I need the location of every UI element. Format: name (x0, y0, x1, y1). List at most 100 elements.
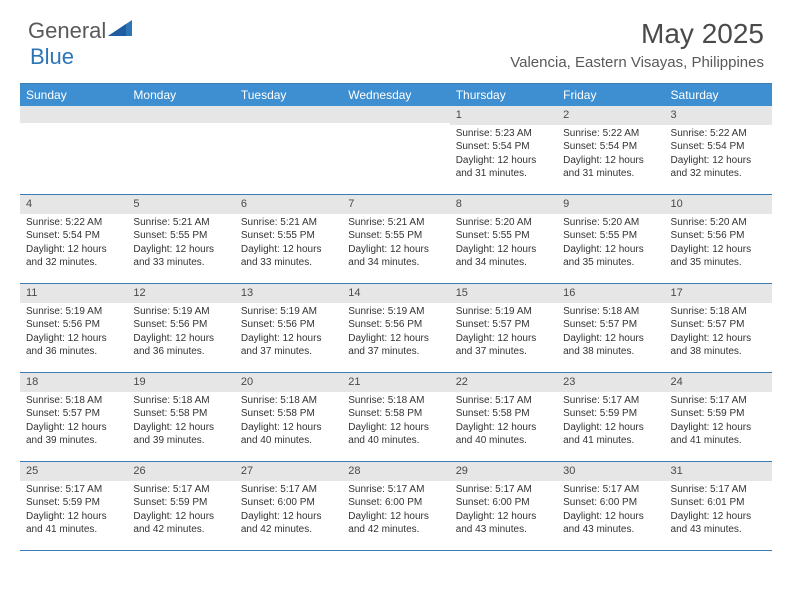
day-body: Sunrise: 5:18 AMSunset: 5:57 PMDaylight:… (665, 303, 772, 363)
daylight-text: Daylight: 12 hours and 42 minutes. (133, 510, 228, 537)
sunrise-text: Sunrise: 5:17 AM (133, 483, 228, 497)
day-body: Sunrise: 5:20 AMSunset: 5:55 PMDaylight:… (450, 214, 557, 274)
day-number: 15 (450, 284, 557, 303)
day-number: 7 (342, 195, 449, 214)
day-body: Sunrise: 5:17 AMSunset: 6:01 PMDaylight:… (665, 481, 772, 541)
sunset-text: Sunset: 6:00 PM (241, 496, 336, 510)
day-cell: 18Sunrise: 5:18 AMSunset: 5:57 PMDayligh… (20, 373, 127, 461)
day-number: 2 (557, 106, 664, 125)
day-number (235, 106, 342, 123)
day-cell: 9Sunrise: 5:20 AMSunset: 5:55 PMDaylight… (557, 195, 664, 283)
day-number: 28 (342, 462, 449, 481)
day-body: Sunrise: 5:18 AMSunset: 5:58 PMDaylight:… (127, 392, 234, 452)
col-sunday: Sunday (20, 84, 127, 106)
sunrise-text: Sunrise: 5:19 AM (241, 305, 336, 319)
daylight-text: Daylight: 12 hours and 35 minutes. (563, 243, 658, 270)
day-number: 18 (20, 373, 127, 392)
sunset-text: Sunset: 5:58 PM (456, 407, 551, 421)
day-number: 17 (665, 284, 772, 303)
sunrise-text: Sunrise: 5:21 AM (241, 216, 336, 230)
daylight-text: Daylight: 12 hours and 31 minutes. (563, 154, 658, 181)
day-number: 16 (557, 284, 664, 303)
col-monday: Monday (127, 84, 234, 106)
day-cell: 16Sunrise: 5:18 AMSunset: 5:57 PMDayligh… (557, 284, 664, 372)
day-number: 13 (235, 284, 342, 303)
daylight-text: Daylight: 12 hours and 43 minutes. (671, 510, 766, 537)
daylight-text: Daylight: 12 hours and 36 minutes. (26, 332, 121, 359)
day-cell (235, 106, 342, 194)
day-number: 11 (20, 284, 127, 303)
sunset-text: Sunset: 5:54 PM (26, 229, 121, 243)
sunset-text: Sunset: 5:55 PM (563, 229, 658, 243)
sunrise-text: Sunrise: 5:19 AM (348, 305, 443, 319)
day-cell: 19Sunrise: 5:18 AMSunset: 5:58 PMDayligh… (127, 373, 234, 461)
day-number (127, 106, 234, 123)
day-cell (127, 106, 234, 194)
day-cell: 13Sunrise: 5:19 AMSunset: 5:56 PMDayligh… (235, 284, 342, 372)
day-number: 6 (235, 195, 342, 214)
day-body: Sunrise: 5:17 AMSunset: 5:59 PMDaylight:… (20, 481, 127, 541)
sunset-text: Sunset: 5:54 PM (456, 140, 551, 154)
day-cell: 3Sunrise: 5:22 AMSunset: 5:54 PMDaylight… (665, 106, 772, 194)
day-number: 4 (20, 195, 127, 214)
day-body: Sunrise: 5:17 AMSunset: 5:59 PMDaylight:… (665, 392, 772, 452)
sunrise-text: Sunrise: 5:22 AM (26, 216, 121, 230)
day-body: Sunrise: 5:20 AMSunset: 5:55 PMDaylight:… (557, 214, 664, 274)
sunrise-text: Sunrise: 5:17 AM (348, 483, 443, 497)
location-subtitle: Valencia, Eastern Visayas, Philippines (510, 54, 764, 71)
sunrise-text: Sunrise: 5:17 AM (26, 483, 121, 497)
day-body: Sunrise: 5:19 AMSunset: 5:56 PMDaylight:… (235, 303, 342, 363)
daylight-text: Daylight: 12 hours and 43 minutes. (456, 510, 551, 537)
day-body: Sunrise: 5:20 AMSunset: 5:56 PMDaylight:… (665, 214, 772, 274)
day-number: 5 (127, 195, 234, 214)
day-number: 8 (450, 195, 557, 214)
day-cell: 22Sunrise: 5:17 AMSunset: 5:58 PMDayligh… (450, 373, 557, 461)
sunset-text: Sunset: 5:56 PM (133, 318, 228, 332)
daylight-text: Daylight: 12 hours and 41 minutes. (26, 510, 121, 537)
day-number (20, 106, 127, 123)
sunrise-text: Sunrise: 5:21 AM (348, 216, 443, 230)
day-body: Sunrise: 5:19 AMSunset: 5:57 PMDaylight:… (450, 303, 557, 363)
calendar-table: Sunday Monday Tuesday Wednesday Thursday… (20, 83, 772, 551)
day-cell: 21Sunrise: 5:18 AMSunset: 5:58 PMDayligh… (342, 373, 449, 461)
sunset-text: Sunset: 5:57 PM (563, 318, 658, 332)
daylight-text: Daylight: 12 hours and 41 minutes. (671, 421, 766, 448)
day-cell: 28Sunrise: 5:17 AMSunset: 6:00 PMDayligh… (342, 462, 449, 550)
daylight-text: Daylight: 12 hours and 37 minutes. (241, 332, 336, 359)
day-cell: 27Sunrise: 5:17 AMSunset: 6:00 PMDayligh… (235, 462, 342, 550)
day-cell (342, 106, 449, 194)
sunset-text: Sunset: 5:59 PM (26, 496, 121, 510)
sunset-text: Sunset: 5:55 PM (133, 229, 228, 243)
daylight-text: Daylight: 12 hours and 31 minutes. (456, 154, 551, 181)
day-cell: 24Sunrise: 5:17 AMSunset: 5:59 PMDayligh… (665, 373, 772, 461)
day-cell: 26Sunrise: 5:17 AMSunset: 5:59 PMDayligh… (127, 462, 234, 550)
day-cell: 30Sunrise: 5:17 AMSunset: 6:00 PMDayligh… (557, 462, 664, 550)
sunrise-text: Sunrise: 5:18 AM (348, 394, 443, 408)
day-body: Sunrise: 5:22 AMSunset: 5:54 PMDaylight:… (665, 125, 772, 185)
sunset-text: Sunset: 5:57 PM (671, 318, 766, 332)
day-cell: 11Sunrise: 5:19 AMSunset: 5:56 PMDayligh… (20, 284, 127, 372)
day-number: 31 (665, 462, 772, 481)
day-body: Sunrise: 5:21 AMSunset: 5:55 PMDaylight:… (127, 214, 234, 274)
brand-name-1: General (28, 18, 106, 44)
sunset-text: Sunset: 5:59 PM (671, 407, 766, 421)
daylight-text: Daylight: 12 hours and 35 minutes. (671, 243, 766, 270)
sunrise-text: Sunrise: 5:18 AM (671, 305, 766, 319)
daylight-text: Daylight: 12 hours and 36 minutes. (133, 332, 228, 359)
sunrise-text: Sunrise: 5:17 AM (671, 483, 766, 497)
day-cell: 20Sunrise: 5:18 AMSunset: 5:58 PMDayligh… (235, 373, 342, 461)
sunrise-text: Sunrise: 5:17 AM (456, 483, 551, 497)
day-cell: 15Sunrise: 5:19 AMSunset: 5:57 PMDayligh… (450, 284, 557, 372)
week-row: 4 Sunrise: 5:22 AMSunset: 5:54 PM Daylight… (20, 195, 772, 284)
day-body: Sunrise: 5:17 AMSunset: 5:59 PMDaylight:… (127, 481, 234, 541)
day-cell: 17Sunrise: 5:18 AMSunset: 5:57 PMDayligh… (665, 284, 772, 372)
day-body: Sunrise: 5:18 AMSunset: 5:57 PMDaylight:… (20, 392, 127, 452)
day-body: Sunrise: 5:19 AMSunset: 5:56 PMDaylight:… (127, 303, 234, 363)
day-number: 1 (450, 106, 557, 125)
sunset-text: Sunset: 6:00 PM (456, 496, 551, 510)
sunset-text: Sunset: 5:58 PM (241, 407, 336, 421)
day-body: Sunrise: 5:17 AMSunset: 5:58 PMDaylight:… (450, 392, 557, 452)
sunrise-text: Sunrise: 5:17 AM (241, 483, 336, 497)
day-cell: 12Sunrise: 5:19 AMSunset: 5:56 PMDayligh… (127, 284, 234, 372)
sunrise-text: Sunrise: 5:19 AM (456, 305, 551, 319)
